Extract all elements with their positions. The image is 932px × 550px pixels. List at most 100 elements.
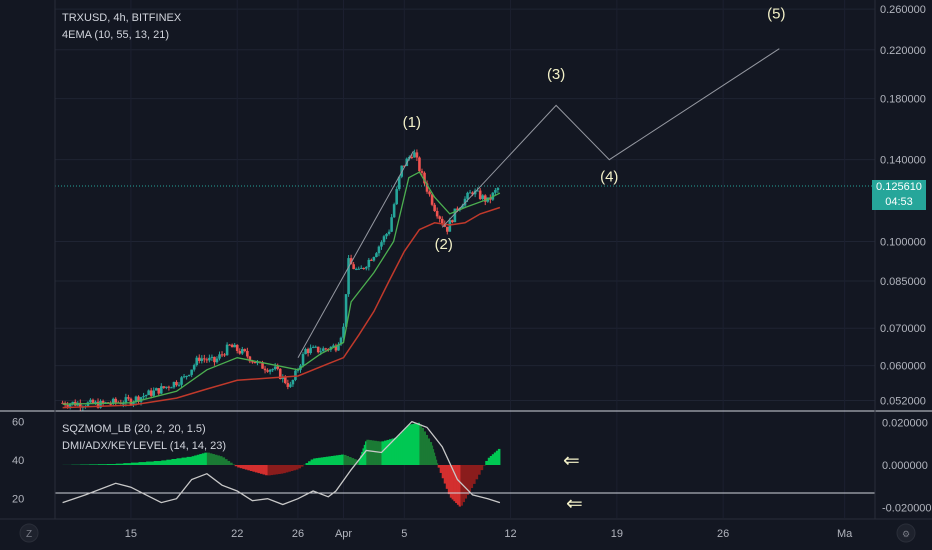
momentum-tick-label: 0.020000 [882,418,928,430]
candle-body [195,357,199,366]
candle-body [132,401,135,405]
time-tick-label: 26 [717,528,729,540]
momentum-bar [433,452,436,465]
momentum-bar [493,452,497,465]
sqzmom-label[interactable]: SQZMOM_LB (20, 2, 20, 1.5) [62,423,206,435]
momentum-bar [417,422,420,465]
candle-body [435,211,439,217]
arrow-icon: ⇐ [566,493,583,515]
momentum-bar [363,444,366,465]
momentum-bar [297,465,301,469]
candle-body [418,157,421,172]
time-tick-label: Apr [335,528,352,540]
momentum-bar [472,465,476,484]
momentum-bar [391,438,395,465]
trend-line [297,150,414,358]
time-tick-label: 22 [231,528,243,540]
candle-body [392,204,396,218]
momentum-bar [408,424,412,465]
momentum-bar [153,461,162,465]
momentum-bar [335,455,339,465]
momentum-bar [445,465,449,489]
momentum-bar [247,465,251,471]
momentum-bar [458,465,461,507]
candle-body [349,258,353,265]
candle-body [471,192,474,195]
candle-body [243,349,247,352]
candle-body [238,350,242,354]
momentum-bar [138,462,147,465]
candle-body [423,172,426,184]
candle-body [122,403,125,405]
momentum-bar [464,465,468,499]
momentum-bar [219,456,223,465]
momentum-bar [404,427,408,465]
candle-body [273,366,277,370]
momentum-bar [275,465,279,475]
candle-body [124,397,128,404]
price-tick-label: 0.140000 [880,155,926,167]
candle-body [382,236,386,243]
candle-body [205,359,209,361]
momentum-bar [229,462,233,465]
candle-body [109,403,112,405]
momentum-bar [365,441,367,465]
momentum-bar [287,465,291,472]
candle-body [311,346,315,348]
time-tick-label: Ma [837,528,853,540]
candle-body [415,152,419,158]
candle-body [481,195,485,199]
momentum-bar [353,459,357,465]
candle-countdown: 04:53 [885,196,913,208]
candle-body [461,205,464,209]
candle-body [425,183,429,192]
momentum-bar [254,465,258,473]
candle-body [494,190,497,193]
momentum-bar [437,465,441,468]
chart-legend: TRXUSD, 4h, BITFINEX 4EMA (10, 55, 13, 2… [62,10,181,44]
momentum-bar [435,459,438,465]
momentum-bar [384,440,388,465]
candle-body [440,218,444,224]
momentum-bar [237,465,241,468]
momentum-bar [429,442,433,465]
momentum-bar [252,465,256,472]
symbol-title[interactable]: TRXUSD, 4h, BITFINEX [62,12,182,24]
candle-body [448,220,452,232]
momentum-bar [89,464,99,465]
adx-line [62,420,501,506]
momentum-bar [249,465,253,472]
candle-body [159,386,163,394]
candle-body [68,403,72,407]
candle-body [321,348,325,352]
candle-body [225,344,229,356]
price-tick-label: 0.085000 [880,276,926,288]
dmi-adx-label[interactable]: DMI/ADX/KEYLEVEL (14, 14, 23) [62,440,227,452]
last-price-value: 0.125610 [876,181,922,193]
candle-body [380,242,383,247]
momentum-bar [456,465,460,505]
momentum-bar [257,465,261,474]
candle-body [134,396,138,402]
ema-indicator-label[interactable]: 4EMA (10, 55, 13, 21) [62,29,170,41]
candle-body [362,267,366,269]
candle-body [291,379,295,385]
momentum-bar [431,445,434,465]
momentum-bar [439,465,443,473]
candle-body [476,190,479,192]
momentum-bar [270,465,274,476]
candle-body [319,351,323,353]
candle-body [185,375,188,377]
momentum-bar [191,456,195,465]
time-tick-label: 5 [401,528,407,540]
candle-body [96,401,100,408]
momentum-bar [482,465,486,466]
momentum-bar [305,463,309,465]
momentum-bar [386,439,390,465]
subpanel-legend: SQZMOM_LB (20, 2, 20, 1.5) DMI/ADX/KEYLE… [62,421,226,455]
momentum-bar [196,454,200,465]
time-tick-label: 19 [611,528,623,540]
candle-body [79,402,82,408]
